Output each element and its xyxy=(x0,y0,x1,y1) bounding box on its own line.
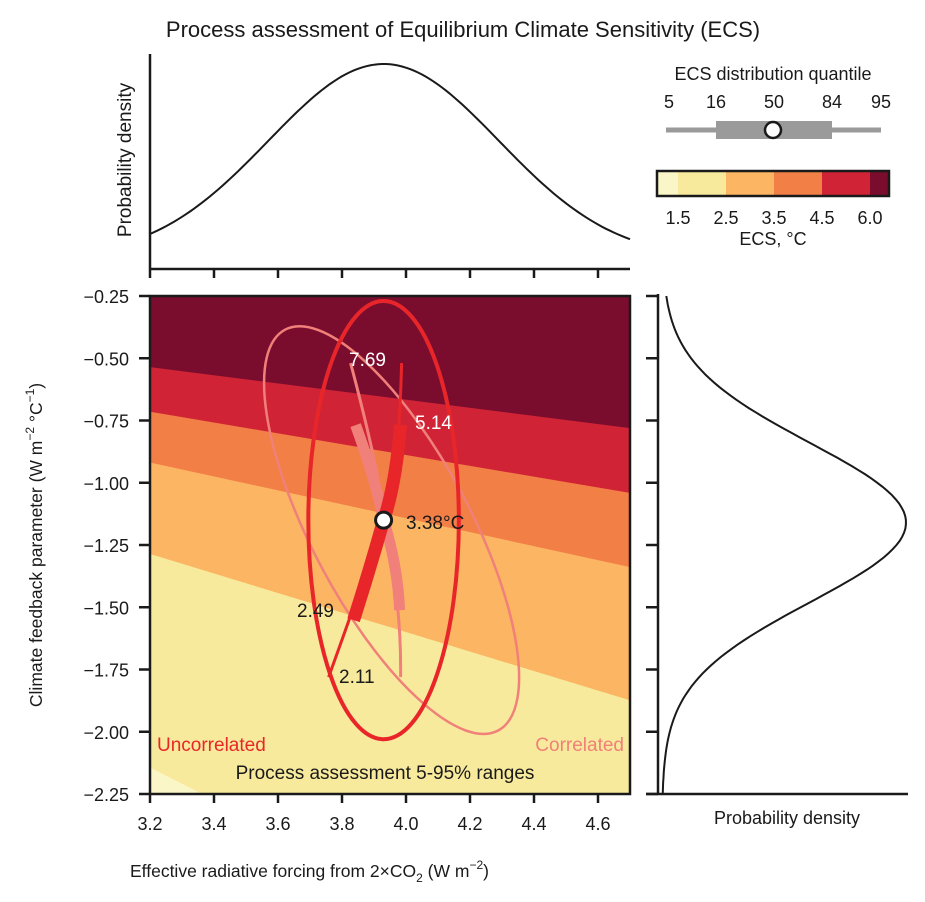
y-tick-label: −1.25 xyxy=(83,536,129,556)
colorbar-title: ECS, °C xyxy=(739,229,806,249)
correlated-95-label: 7.69 xyxy=(349,350,386,371)
quantile-label: 50 xyxy=(764,92,784,112)
quantile-label: 95 xyxy=(871,92,891,112)
y-tick-label: −0.75 xyxy=(83,412,129,432)
x-tick-label: 4.2 xyxy=(457,814,482,834)
quantile-label: 16 xyxy=(706,92,726,112)
quantile-legend: ECS distribution quantile 5 16 50 84 95 xyxy=(664,64,891,140)
colorbar-tick-label: 2.5 xyxy=(713,208,738,228)
colorbar-frame xyxy=(655,169,891,198)
correlated-5-label: 2.11 xyxy=(339,667,375,688)
uncorrelated-5-label: 2.49 xyxy=(297,601,334,622)
correlated-legend-label: Correlated xyxy=(535,735,624,756)
y-tick-label: −2.00 xyxy=(83,723,129,743)
y-tick-label: −0.50 xyxy=(83,349,129,369)
median-point xyxy=(374,510,394,530)
top-marginal-curve xyxy=(149,63,631,241)
x-tick-label: 3.2 xyxy=(137,814,162,834)
uncorrelated-95-label: 5.14 xyxy=(415,413,452,434)
colorbar-tick-label: 3.5 xyxy=(761,208,786,228)
y-tick-label: −0.25 xyxy=(83,287,129,307)
x-tick-label: 3.8 xyxy=(329,814,354,834)
ranges-label: Process assessment 5-95% ranges xyxy=(236,763,535,784)
colorbar-swatch xyxy=(726,171,774,196)
y-tick-label: −1.00 xyxy=(83,474,129,494)
quantile-legend-title: ECS distribution quantile xyxy=(674,64,871,84)
x-tick-label: 3.4 xyxy=(201,814,226,834)
colorbar-tick-label: 4.5 xyxy=(809,208,834,228)
uncorrelated-ellipse xyxy=(306,298,461,742)
x-tick-label: 4.6 xyxy=(585,814,610,834)
chart-title: Process assessment of Equilibrium Climat… xyxy=(166,17,760,42)
main-plot: 3.38°C 7.69 5.14 2.49 2.11 Uncorrelated … xyxy=(23,287,632,885)
colorbar-swatch xyxy=(678,171,726,196)
colorbar: 1.5 2.5 3.5 4.5 6.0 ECS, °C xyxy=(655,169,891,249)
quantile-label: 5 xyxy=(664,92,674,112)
top-marginal-ylabel: Probability density xyxy=(115,82,136,237)
y-tick-label: −1.75 xyxy=(83,661,129,681)
quantile-median xyxy=(763,120,783,140)
x-axis-label: Effective radiative forcing from 2×CO2 (… xyxy=(130,858,489,885)
correlated-ellipse xyxy=(262,325,521,736)
y-axis-label: Climate feedback parameter (W m−2 °C−1) xyxy=(23,383,46,707)
right-marginal-curve xyxy=(661,295,907,795)
colorbar-swatch xyxy=(870,171,889,196)
colorbar-tick-label: 1.5 xyxy=(665,208,690,228)
ecs-band-5 xyxy=(151,297,629,429)
colorbar-swatch xyxy=(657,171,678,196)
quantile-label: 84 xyxy=(822,92,842,112)
colorbar-swatch xyxy=(774,171,822,196)
right-marginal: Probability density xyxy=(646,294,908,828)
colorbar-tick-label: 6.0 xyxy=(857,208,882,228)
right-marginal-xlabel: Probability density xyxy=(714,808,860,828)
x-tick-label: 4.4 xyxy=(521,814,546,834)
x-tick-label: 3.6 xyxy=(265,814,290,834)
x-tick-label: 4.0 xyxy=(393,814,418,834)
top-marginal: Probability density xyxy=(115,54,631,278)
colorbar-swatch xyxy=(822,171,870,196)
y-tick-label: −1.50 xyxy=(83,598,129,618)
median-label: 3.38°C xyxy=(406,513,464,534)
y-tick-label: −2.25 xyxy=(83,785,129,805)
uncorrelated-legend-label: Uncorrelated xyxy=(157,735,266,756)
